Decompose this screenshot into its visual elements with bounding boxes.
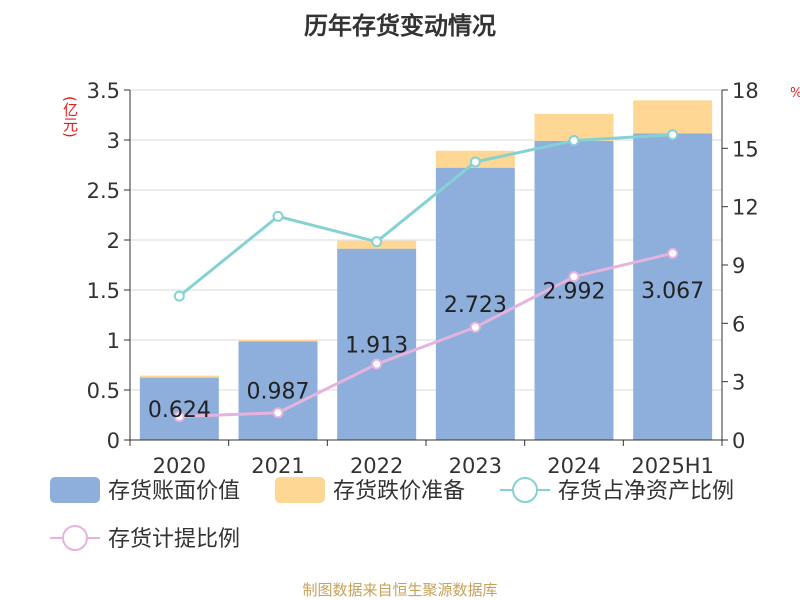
left-tick-label: 0.5 xyxy=(87,379,120,403)
source-note: 制图数据来自恒生聚源数据库 xyxy=(302,581,498,599)
x-tick-label: 2022 xyxy=(350,454,403,478)
left-tick-label: 1 xyxy=(107,329,120,353)
data-label: 1.913 xyxy=(345,333,408,358)
x-tick-label: 2025H1 xyxy=(631,454,714,478)
point-provision-ratio xyxy=(371,358,383,370)
left-tick-label: 3.5 xyxy=(87,79,120,103)
x-tick-label: 2024 xyxy=(547,454,600,478)
legend-marker xyxy=(512,477,538,503)
point-net-asset-ratio xyxy=(667,129,679,141)
legend-label: 存货计提比例 xyxy=(108,527,240,552)
point-net-asset-ratio xyxy=(173,290,185,302)
right-tick-label: 0 xyxy=(732,429,745,453)
left-tick-label: 1.5 xyxy=(87,279,120,303)
line-net-asset-ratio xyxy=(178,133,673,298)
left-axis-unit: (亿元) xyxy=(61,96,79,138)
bar-book-value xyxy=(238,341,318,440)
x-tick-label: 2021 xyxy=(251,454,304,478)
point-net-asset-ratio xyxy=(272,210,284,222)
right-tick-label: 9 xyxy=(732,254,745,278)
left-tick-label: 2 xyxy=(107,229,120,253)
right-tick-label: 3 xyxy=(732,371,745,395)
bar-book-value xyxy=(633,133,713,441)
data-label: 0.987 xyxy=(247,380,310,405)
bar-book-value xyxy=(139,377,219,440)
point-provision-ratio xyxy=(272,407,284,419)
left-tick-label: 2.5 xyxy=(87,179,120,203)
legend-label: 存货跌价准备 xyxy=(333,479,465,504)
legend-swatch xyxy=(275,477,325,503)
point-provision-ratio xyxy=(469,321,481,333)
left-tick-label: 0 xyxy=(107,429,120,453)
x-tick-label: 2020 xyxy=(153,454,206,478)
right-tick-label: 6 xyxy=(732,312,745,336)
legend-marker xyxy=(62,525,88,551)
right-tick-label: 15 xyxy=(732,137,759,161)
data-label: 2.992 xyxy=(543,279,606,304)
chart-title: 历年存货变动情况 xyxy=(304,12,496,40)
point-provision-ratio xyxy=(667,247,679,259)
line-provision-ratio xyxy=(179,251,674,419)
left-tick-label: 3 xyxy=(107,129,120,153)
right-axis-unit: % xyxy=(790,86,800,101)
data-label: 2.723 xyxy=(444,293,507,318)
point-net-asset-ratio xyxy=(371,236,383,248)
point-provision-ratio xyxy=(568,271,580,283)
data-label: 0.624 xyxy=(148,398,211,423)
bar-book-value xyxy=(337,248,417,440)
bar-book-value xyxy=(435,167,515,440)
legend-label: 存货账面价值 xyxy=(108,479,240,504)
legend-label: 存货占净资产比例 xyxy=(558,479,734,504)
legend-swatch xyxy=(50,477,100,503)
point-net-asset-ratio xyxy=(568,135,580,147)
point-net-asset-ratio xyxy=(469,156,481,168)
right-tick-label: 12 xyxy=(732,196,759,220)
bar-impairment-reserve xyxy=(139,375,219,378)
bar-impairment-reserve xyxy=(633,100,713,134)
right-tick-label: 18 xyxy=(732,79,759,103)
point-provision-ratio xyxy=(173,411,185,423)
x-tick-label: 2023 xyxy=(449,454,502,478)
data-label: 3.067 xyxy=(641,279,704,304)
bar-impairment-reserve xyxy=(238,339,318,342)
